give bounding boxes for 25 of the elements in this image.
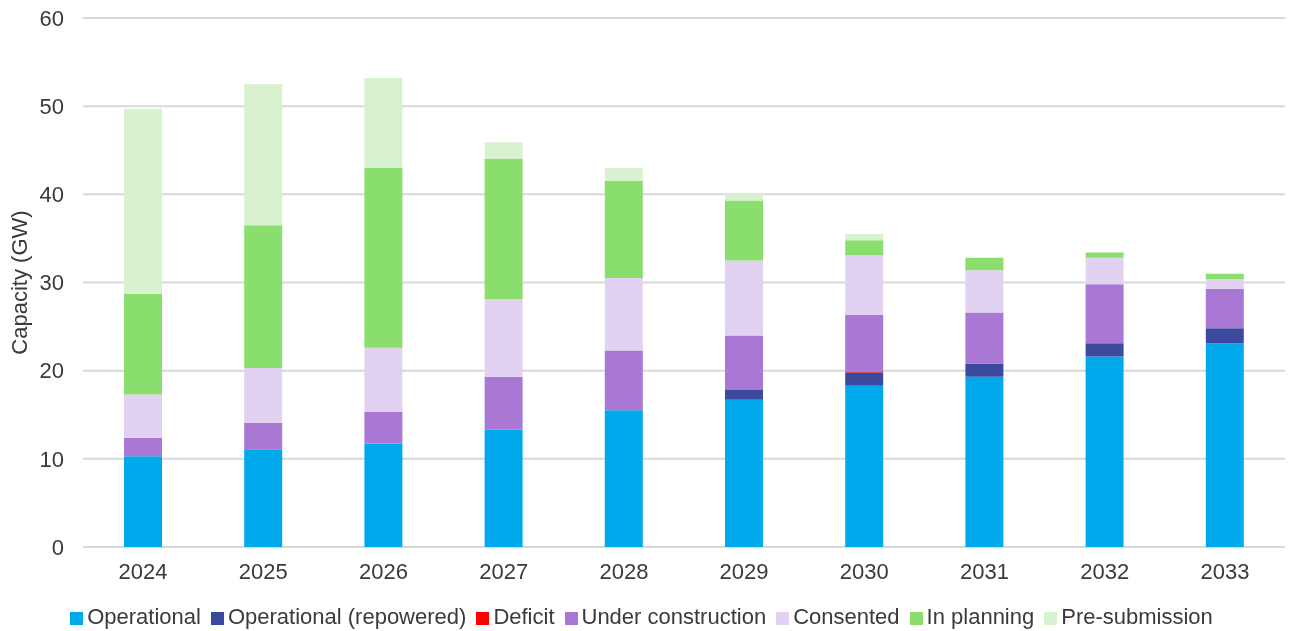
legend-label: Under construction [581,604,767,629]
x-tick-label: 2028 [599,558,649,584]
legend-label: Deficit [493,604,555,629]
legend-label: Operational [87,604,201,629]
x-tick-label: 2027 [479,558,529,584]
x-tick-label: 2025 [238,558,288,584]
x-tick-label: 2024 [118,558,168,584]
y-tick-label: 30 [39,270,64,296]
x-tick-label: 2029 [719,558,769,584]
legend-label: Pre-submission [1061,604,1213,629]
x-tick-label: 2031 [960,558,1009,584]
y-axis-title: Capacity (GW) [6,210,32,355]
x-tick-label: 2026 [359,558,408,584]
y-tick-label: 20 [39,358,64,384]
y-tick-label: 0 [51,534,64,560]
x-tick-label: 2032 [1080,558,1130,584]
y-tick-label: 50 [39,93,64,119]
y-tick-label: 10 [39,446,64,472]
legend-label: Operational (repowered) [227,604,467,629]
legend-label: Consented [793,604,900,629]
legend-label: In planning [926,604,1035,629]
x-tick-label: 2030 [839,558,889,584]
y-tick-label: 40 [39,182,64,208]
y-tick-label: 60 [39,5,64,31]
x-tick-label: 2033 [1200,558,1250,584]
